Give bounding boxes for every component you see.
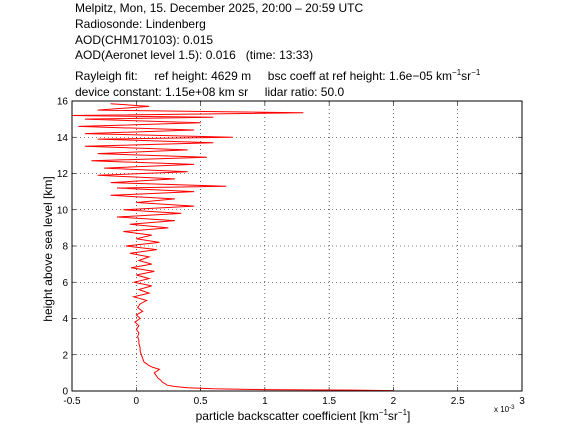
- y-axis-label: height above sea level [km]: [41, 176, 55, 322]
- y-tick-label: 16: [57, 97, 69, 108]
- x-tick-label: 0.5: [194, 396, 208, 407]
- ref-height-text: ref height: 4629 m: [154, 69, 252, 83]
- y-tick-label: 8: [62, 242, 68, 253]
- x-tick-label: -0.5: [63, 396, 81, 407]
- y-tick-label: 0: [62, 387, 68, 398]
- x-tick-label: 1.5: [322, 396, 336, 407]
- title-line-rayleigh-fit: Rayleigh fit: ref height: 4629 m bsc coe…: [75, 68, 481, 84]
- plot-frame: [71, 100, 523, 392]
- rayleigh-fit-label: Rayleigh fit:: [75, 69, 138, 83]
- bsc-coeff-text: bsc coeff at ref height: 1.6e−05 km−1sr−…: [267, 68, 481, 84]
- x-tick-labels: -0.5 0 0.5 1 1.5 2 2.5 3: [63, 396, 525, 407]
- x-axis-label: particle backscatter coefficient [km−1sr…: [195, 408, 411, 424]
- grid-lines: [71, 100, 523, 392]
- y-tick-label: 14: [57, 133, 69, 144]
- y-tick-label: 10: [57, 205, 69, 216]
- backscatter-profile-line: [71, 103, 394, 392]
- x-tick-label: 2: [391, 396, 397, 407]
- x-axis-exponent: x 10-3: [494, 405, 515, 414]
- y-tick-label: 6: [62, 278, 68, 289]
- x-tick-label: 3: [519, 396, 525, 407]
- x-tick-label: 1: [262, 396, 268, 407]
- title-line-aod-aeronet: AOD(Aeronet level 1.5): 0.016 (time: 13:…: [75, 48, 314, 62]
- x-tick-label: 0: [134, 396, 140, 407]
- y-tick-label: 4: [62, 314, 68, 325]
- x-tick-label: 2.5: [451, 396, 465, 407]
- title-line-device-constant: device constant: 1.15e+08 km sr lidar ra…: [75, 85, 344, 99]
- lidar-ratio-text: lidar ratio: 50.0: [264, 85, 345, 99]
- title-line-location-date: Melpitz, Mon, 15. December 2025, 20:00 –…: [75, 1, 364, 15]
- y-tick-labels: 0 2 4 6 8 10 12 14 16: [57, 97, 69, 398]
- title-line-aod-chm: AOD(CHM170103): 0.015: [75, 33, 214, 47]
- device-constant-text: device constant: 1.15e+08 km sr: [75, 85, 249, 99]
- y-tick-label: 2: [62, 350, 68, 361]
- y-tick-label: 12: [57, 169, 69, 180]
- title-line-radiosonde: Radiosonde: Lindenberg: [75, 17, 206, 31]
